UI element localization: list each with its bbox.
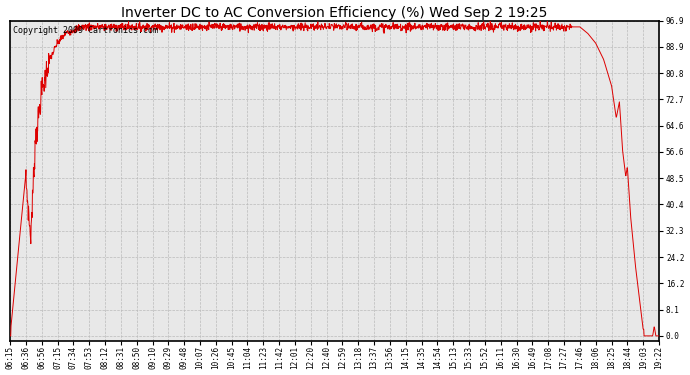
Text: Copyright 2009 Cartronics.com: Copyright 2009 Cartronics.com [13,26,158,34]
Title: Inverter DC to AC Conversion Efficiency (%) Wed Sep 2 19:25: Inverter DC to AC Conversion Efficiency … [121,6,548,20]
